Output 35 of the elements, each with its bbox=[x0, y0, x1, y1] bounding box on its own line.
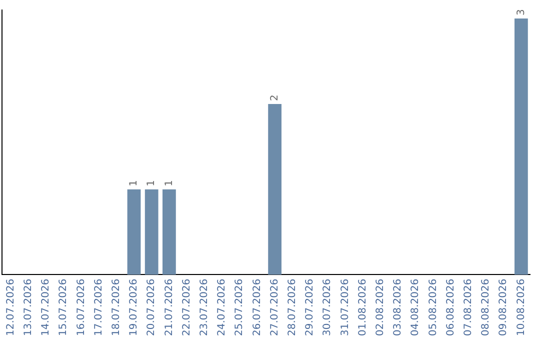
x-tick-label: 22.07.2026 bbox=[181, 278, 192, 336]
x-tick-label: 31.07.2026 bbox=[340, 278, 351, 336]
data-label: 1 bbox=[128, 180, 140, 186]
x-tick-label: 26.07.2026 bbox=[252, 278, 263, 336]
x-tick-label: 28.07.2026 bbox=[286, 278, 298, 336]
x-tick-label: 09.08.2026 bbox=[498, 278, 510, 336]
x-tick-label: 01.08.2026 bbox=[357, 278, 368, 336]
x-tick-label: 07.08.2026 bbox=[462, 278, 474, 336]
x-tick-label: 20.07.2026 bbox=[146, 278, 158, 336]
x-tick-label: 04.08.2026 bbox=[410, 278, 422, 336]
data-label: 2 bbox=[269, 94, 280, 101]
x-tick-label: 19.07.2026 bbox=[128, 278, 140, 336]
x-tick-label: 23.07.2026 bbox=[198, 278, 210, 336]
x-tick-label: 16.07.2026 bbox=[76, 278, 87, 336]
x-tick-label: 14.07.2026 bbox=[40, 278, 52, 336]
x-tick-label: 24.07.2026 bbox=[216, 278, 228, 336]
x-tick-label: 25.07.2026 bbox=[234, 278, 246, 336]
x-tick-label: 03.08.2026 bbox=[392, 278, 404, 336]
x-tick-label: 10.08.2026 bbox=[516, 278, 527, 336]
x-tick-label: 12.07.2026 bbox=[5, 278, 16, 336]
data-label: 1 bbox=[146, 180, 158, 186]
x-tick-label: 13.07.2026 bbox=[22, 278, 34, 336]
x-tick-label: 21.07.2026 bbox=[164, 278, 175, 336]
x-tick-label: 18.07.2026 bbox=[110, 278, 122, 336]
x-tick-label: 15.07.2026 bbox=[58, 278, 70, 336]
x-tick-label: 30.07.2026 bbox=[322, 278, 334, 336]
x-tick-label: 27.07.2026 bbox=[269, 278, 280, 336]
x-tick-label: 05.08.2026 bbox=[428, 278, 439, 336]
x-tick-label: 02.08.2026 bbox=[374, 278, 386, 336]
x-tick-label: 06.08.2026 bbox=[445, 278, 456, 336]
data-label: 1 bbox=[164, 180, 175, 186]
data-label: 3 bbox=[516, 9, 527, 16]
x-tick-label: 08.08.2026 bbox=[480, 278, 492, 336]
x-tick-label: 29.07.2026 bbox=[304, 278, 316, 336]
x-tick-label: 17.07.2026 bbox=[93, 278, 104, 336]
